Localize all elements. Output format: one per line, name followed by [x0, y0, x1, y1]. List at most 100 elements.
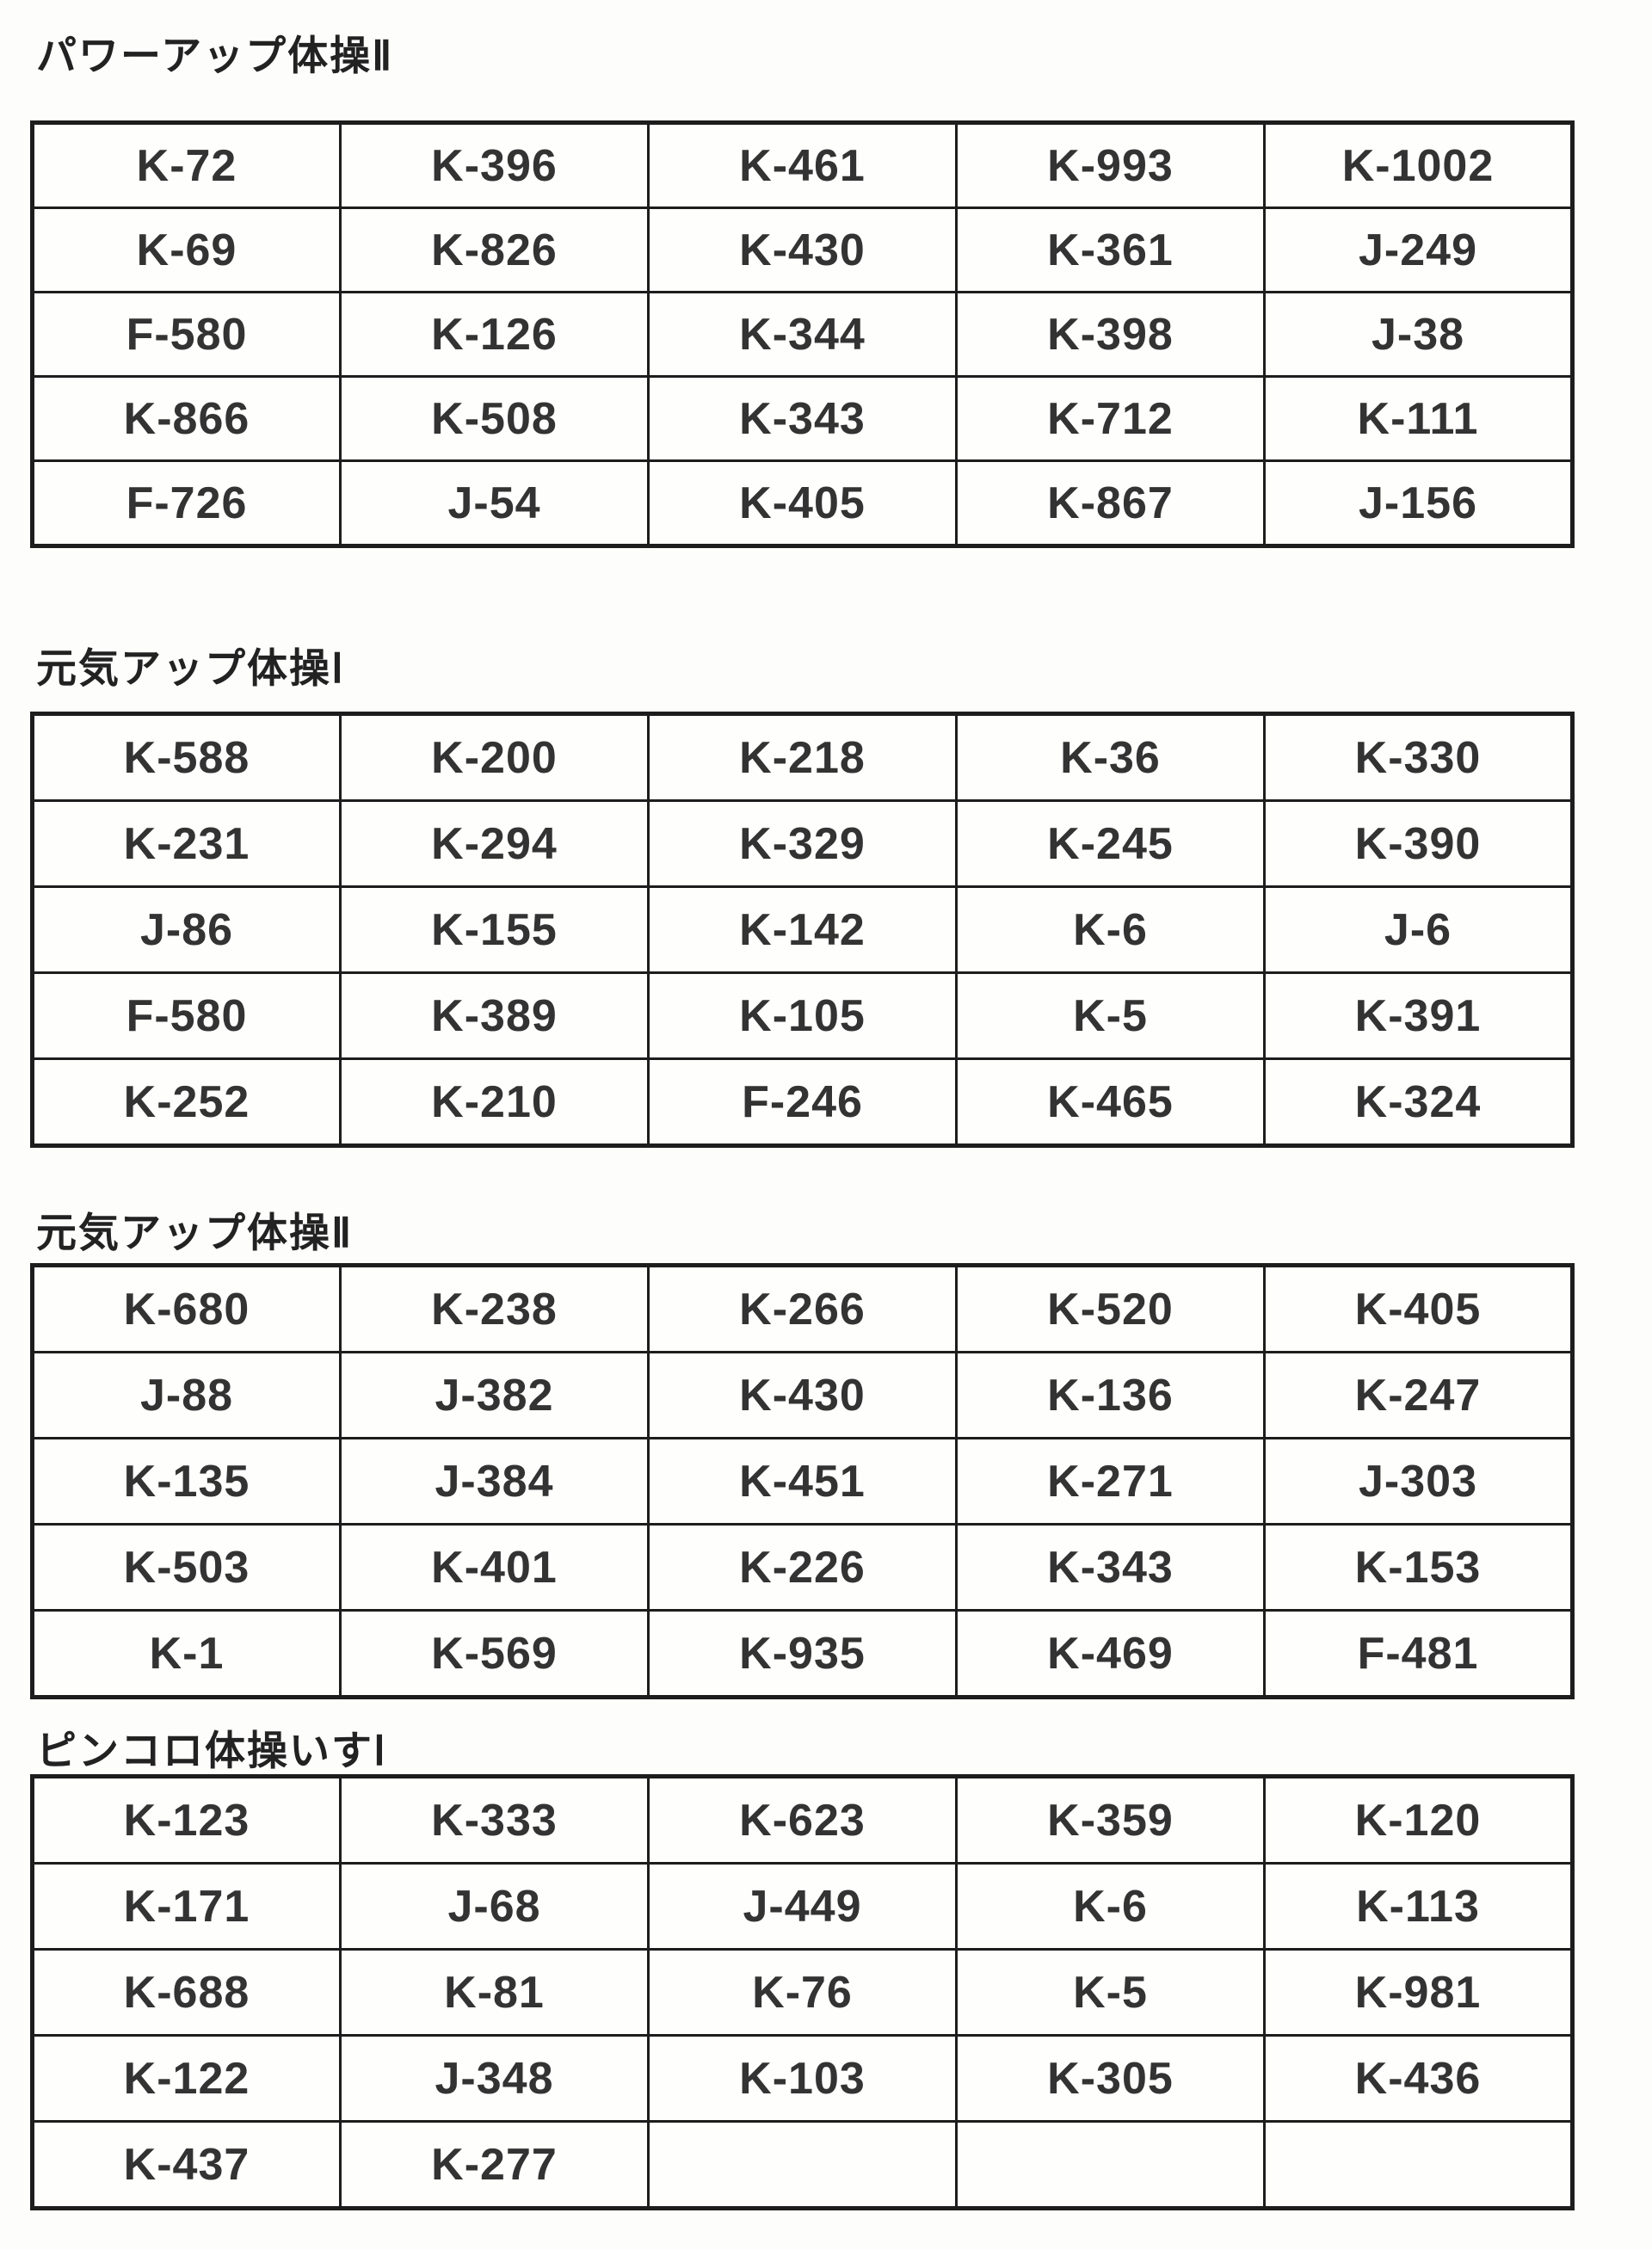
code-cell: K-391: [1263, 971, 1574, 1060]
table-row: K-72 K-396 K-461 K-993 K-1002: [31, 121, 1574, 209]
section-title-genkiup-2: 元気アップ体操Ⅱ: [36, 1210, 354, 1255]
code-cell: J-249: [1263, 207, 1574, 293]
code-cell: K-993: [955, 121, 1266, 209]
code-cell: J-449: [647, 1862, 958, 1951]
code-cell: K-105: [647, 971, 958, 1060]
code-cell: K-680: [31, 1264, 342, 1353]
code-cell: K-361: [955, 207, 1266, 293]
code-cell: K-238: [339, 1264, 650, 1353]
code-table-pinkoro-chair-1: K-123 K-333 K-623 K-359 K-120 K-171 J-68 J-449 K…: [30, 1774, 1575, 2210]
section-title-pinkoro-chair-1: ピンコロ体操いすⅠ: [36, 1728, 387, 1773]
code-cell: K-5: [955, 1948, 1266, 2037]
code-cell: K-5: [955, 971, 1266, 1060]
table-row: K-171 J-68 J-449 K-6 K-113: [31, 1862, 1574, 1951]
code-cell: K-200: [339, 712, 650, 802]
code-cell: K-6: [955, 885, 1266, 974]
code-cell: K-343: [647, 375, 958, 462]
code-cell: K-72: [31, 121, 342, 209]
table-row: K-503 K-401 K-226 K-343 K-153: [31, 1523, 1574, 1612]
code-cell: K-688: [31, 1948, 342, 2037]
code-cell: K-305: [955, 2034, 1266, 2123]
code-cell: K-136: [955, 1351, 1266, 1439]
table-row: K-680 K-238 K-266 K-520 K-405: [31, 1264, 1574, 1353]
code-cell: K-81: [339, 1948, 650, 2037]
code-cell: K-508: [339, 375, 650, 462]
code-cell: K-247: [1263, 1351, 1574, 1439]
code-cell: K-359: [955, 1775, 1266, 1865]
code-cell: K-76: [647, 1948, 958, 2037]
table-row: K-122 J-348 K-103 K-305 K-436: [31, 2034, 1574, 2123]
code-cell: K-126: [339, 291, 650, 378]
code-cell: K-155: [339, 885, 650, 974]
code-cell: J-303: [1263, 1437, 1574, 1526]
code-cell: K-153: [1263, 1523, 1574, 1612]
code-cell: K-405: [1263, 1264, 1574, 1353]
code-cell: K-231: [31, 799, 342, 888]
table-row: K-123 K-333 K-623 K-359 K-120: [31, 1775, 1574, 1865]
code-table-genkiup-1: K-588 K-200 K-218 K-36 K-330 K-231 K-294 K-329 K…: [30, 712, 1575, 1148]
code-table-powerup-2: K-72 K-396 K-461 K-993 K-1002 K-69 K-826 K-430 K…: [30, 120, 1575, 548]
code-table-genkiup-2: K-680 K-238 K-266 K-520 K-405 J-88 J-382 K-430 K…: [30, 1263, 1575, 1699]
code-cell: K-344: [647, 291, 958, 378]
code-cell: K-1: [31, 1609, 342, 1698]
code-cell: F-246: [647, 1057, 958, 1147]
table-row: K-588 K-200 K-218 K-36 K-330: [31, 712, 1574, 802]
code-cell: K-69: [31, 207, 342, 293]
code-cell: J-54: [339, 459, 650, 547]
code-cell: K-430: [647, 207, 958, 293]
code-cell: K-330: [1263, 712, 1574, 802]
table-row: K-437 K-277: [31, 2120, 1574, 2210]
code-cell: K-333: [339, 1775, 650, 1865]
code-cell: K-329: [647, 799, 958, 888]
code-cell: K-451: [647, 1437, 958, 1526]
code-cell: J-6: [1263, 885, 1574, 974]
table-row: F-726 J-54 K-405 K-867 J-156: [31, 459, 1574, 547]
code-cell: K-210: [339, 1057, 650, 1147]
code-cell: F-580: [31, 971, 342, 1060]
code-cell: J-384: [339, 1437, 650, 1526]
code-cell: K-343: [955, 1523, 1266, 1612]
table-row: K-688 K-81 K-76 K-5 K-981: [31, 1948, 1574, 2037]
section-title-powerup-2: パワーアップ体操Ⅱ: [36, 33, 394, 78]
code-cell: K-390: [1263, 799, 1574, 888]
code-cell: K-294: [339, 799, 650, 888]
code-cell: K-436: [1263, 2034, 1574, 2123]
code-cell: K-461: [647, 121, 958, 209]
code-cell: K-398: [955, 291, 1266, 378]
code-cell: J-86: [31, 885, 342, 974]
code-cell: J-88: [31, 1351, 342, 1439]
table-row: J-88 J-382 K-430 K-136 K-247: [31, 1351, 1574, 1439]
code-cell: K-935: [647, 1609, 958, 1698]
code-cell: K-712: [955, 375, 1266, 462]
code-cell: K-1002: [1263, 121, 1574, 209]
section-title-genkiup-1: 元気アップ体操Ⅰ: [36, 645, 345, 691]
code-cell: K-430: [647, 1351, 958, 1439]
code-cell: J-382: [339, 1351, 650, 1439]
table-row: K-252 K-210 F-246 K-465 K-324: [31, 1057, 1574, 1147]
code-cell: K-826: [339, 207, 650, 293]
code-cell: K-469: [955, 1609, 1266, 1698]
code-cell: [647, 2120, 958, 2210]
code-cell: K-113: [1263, 1862, 1574, 1951]
code-cell: K-122: [31, 2034, 342, 2123]
table-row: F-580 K-389 K-105 K-5 K-391: [31, 971, 1574, 1060]
code-cell: F-580: [31, 291, 342, 378]
code-cell: [1263, 2120, 1574, 2210]
table-row: K-135 J-384 K-451 K-271 J-303: [31, 1437, 1574, 1526]
code-cell: K-981: [1263, 1948, 1574, 2037]
code-cell: K-437: [31, 2120, 342, 2210]
code-cell: K-171: [31, 1862, 342, 1951]
code-cell: K-623: [647, 1775, 958, 1865]
code-cell: K-405: [647, 459, 958, 547]
code-cell: F-481: [1263, 1609, 1574, 1698]
code-cell: K-465: [955, 1057, 1266, 1147]
table-row: F-580 K-126 K-344 K-398 J-38: [31, 291, 1574, 378]
table-row: K-1 K-569 K-935 K-469 F-481: [31, 1609, 1574, 1698]
code-cell: K-123: [31, 1775, 342, 1865]
code-cell: K-389: [339, 971, 650, 1060]
code-cell: K-324: [1263, 1057, 1574, 1147]
code-cell: K-588: [31, 712, 342, 802]
code-cell: K-396: [339, 121, 650, 209]
code-cell: K-226: [647, 1523, 958, 1612]
